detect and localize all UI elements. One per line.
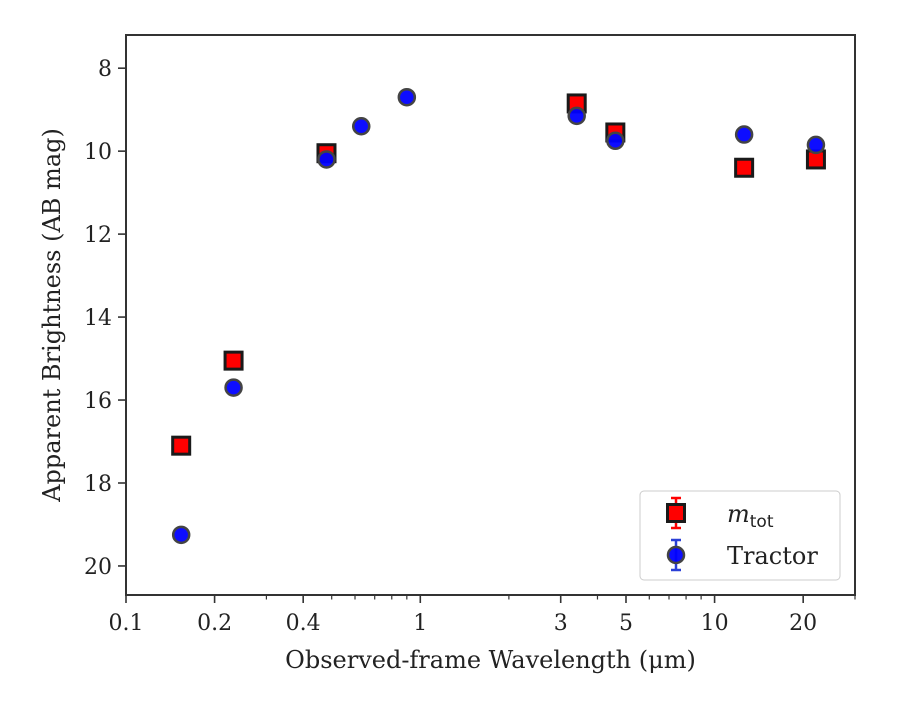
legend-label: Tractor [727,542,818,570]
legend-label-main: m [727,500,750,528]
points-layer [171,87,826,545]
tractor-point [317,150,336,169]
tractor-point [806,135,826,155]
legend-entry-tractor: Tractor [666,538,818,572]
tractor-point [171,525,191,545]
y-tick-label: 10 [84,140,112,165]
legend-box [639,490,841,581]
tractor-point [606,131,625,151]
legend-label-sub: tot [750,512,774,532]
tractor-point [567,106,586,126]
y-tick-label: 8 [98,57,112,82]
legend-label: mtot [727,500,774,532]
plot-frame [125,34,856,596]
x-tick-label: 5 [619,611,633,636]
legend: mtot Tractor [639,490,841,581]
x-tick-label: 20 [789,611,817,636]
y-tick-label: 20 [84,555,112,580]
x-axis-label: Observed-frame Wavelength (μm) [285,646,696,674]
ticks-layer: 0.1 0.2 0.4 1 3 5 10 20 8 10 12 14 16 18 20 [84,57,856,636]
tractor-point [351,117,371,136]
legend-entry-mtot: mtot [666,496,774,532]
series-mtot [171,93,826,456]
tractor-point [397,87,417,107]
series-tractor [171,87,826,545]
tractor-point [224,378,243,397]
legend-entries: mtot Tractor [666,496,818,572]
mtot-point [171,435,192,456]
mtot-point [223,350,244,371]
x-tick-label: 1 [413,611,427,636]
y-tick-label: 12 [84,223,112,248]
x-tick-label: 0.2 [197,611,232,636]
y-tick-label: 14 [84,306,112,331]
y-axis-label: Apparent Brightness (AB mag) [38,128,66,503]
x-tick-label: 10 [701,611,729,636]
legend-square-marker [666,503,686,523]
mtot-point [734,157,755,178]
y-tick-label: 16 [84,389,112,414]
y-tick-label: 18 [84,472,112,497]
x-tick-label: 0.1 [109,611,144,636]
tractor-point [734,125,754,144]
legend-circle-marker [666,545,686,565]
x-tick-label: 3 [554,611,568,636]
x-tick-label: 0.4 [286,611,321,636]
